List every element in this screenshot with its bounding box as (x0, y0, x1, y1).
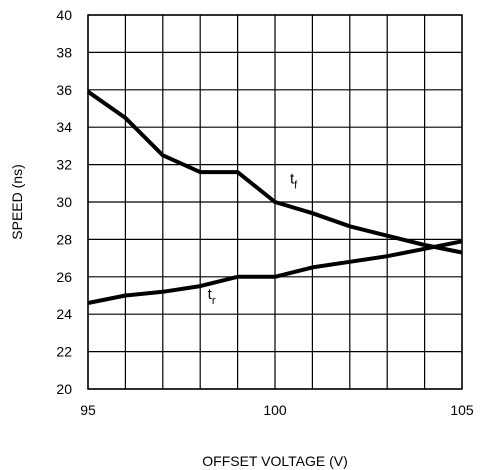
series-label-tf: tf (290, 170, 298, 191)
y-tick-label: 40 (56, 7, 72, 23)
tick-labels: 20 22 24 26 28 30 32 34 36 38 40 95 100 105 (56, 7, 473, 418)
x-tick-label: 105 (450, 402, 474, 418)
y-axis-title: SPEED (ns) (9, 164, 25, 239)
plot-frame (87, 14, 463, 390)
x-tick-label: 95 (80, 402, 96, 418)
series-label-subscript: f (294, 179, 298, 191)
series-label-tr: tr (208, 286, 216, 307)
grid (87, 14, 463, 390)
x-tick-label: 100 (263, 402, 287, 418)
series-labels: tf tr (208, 170, 298, 307)
y-tick-label: 20 (56, 381, 72, 397)
y-tick-label: 32 (56, 157, 72, 173)
data-lines (86, 90, 463, 305)
y-tick-label: 22 (56, 344, 72, 360)
y-tick-label: 26 (56, 269, 72, 285)
y-tick-label: 38 (56, 44, 72, 60)
series-line-tr (87, 239, 463, 305)
y-tick-label: 36 (56, 82, 72, 98)
x-axis-title: OFFSET VOLTAGE (V) (202, 453, 347, 469)
y-tick-label: 30 (56, 194, 72, 210)
y-tick-label: 28 (56, 231, 72, 247)
y-tick-label: 34 (56, 119, 72, 135)
series-label-subscript: r (212, 295, 216, 307)
series-line-tf (86, 90, 463, 255)
y-tick-label: 24 (56, 306, 72, 322)
